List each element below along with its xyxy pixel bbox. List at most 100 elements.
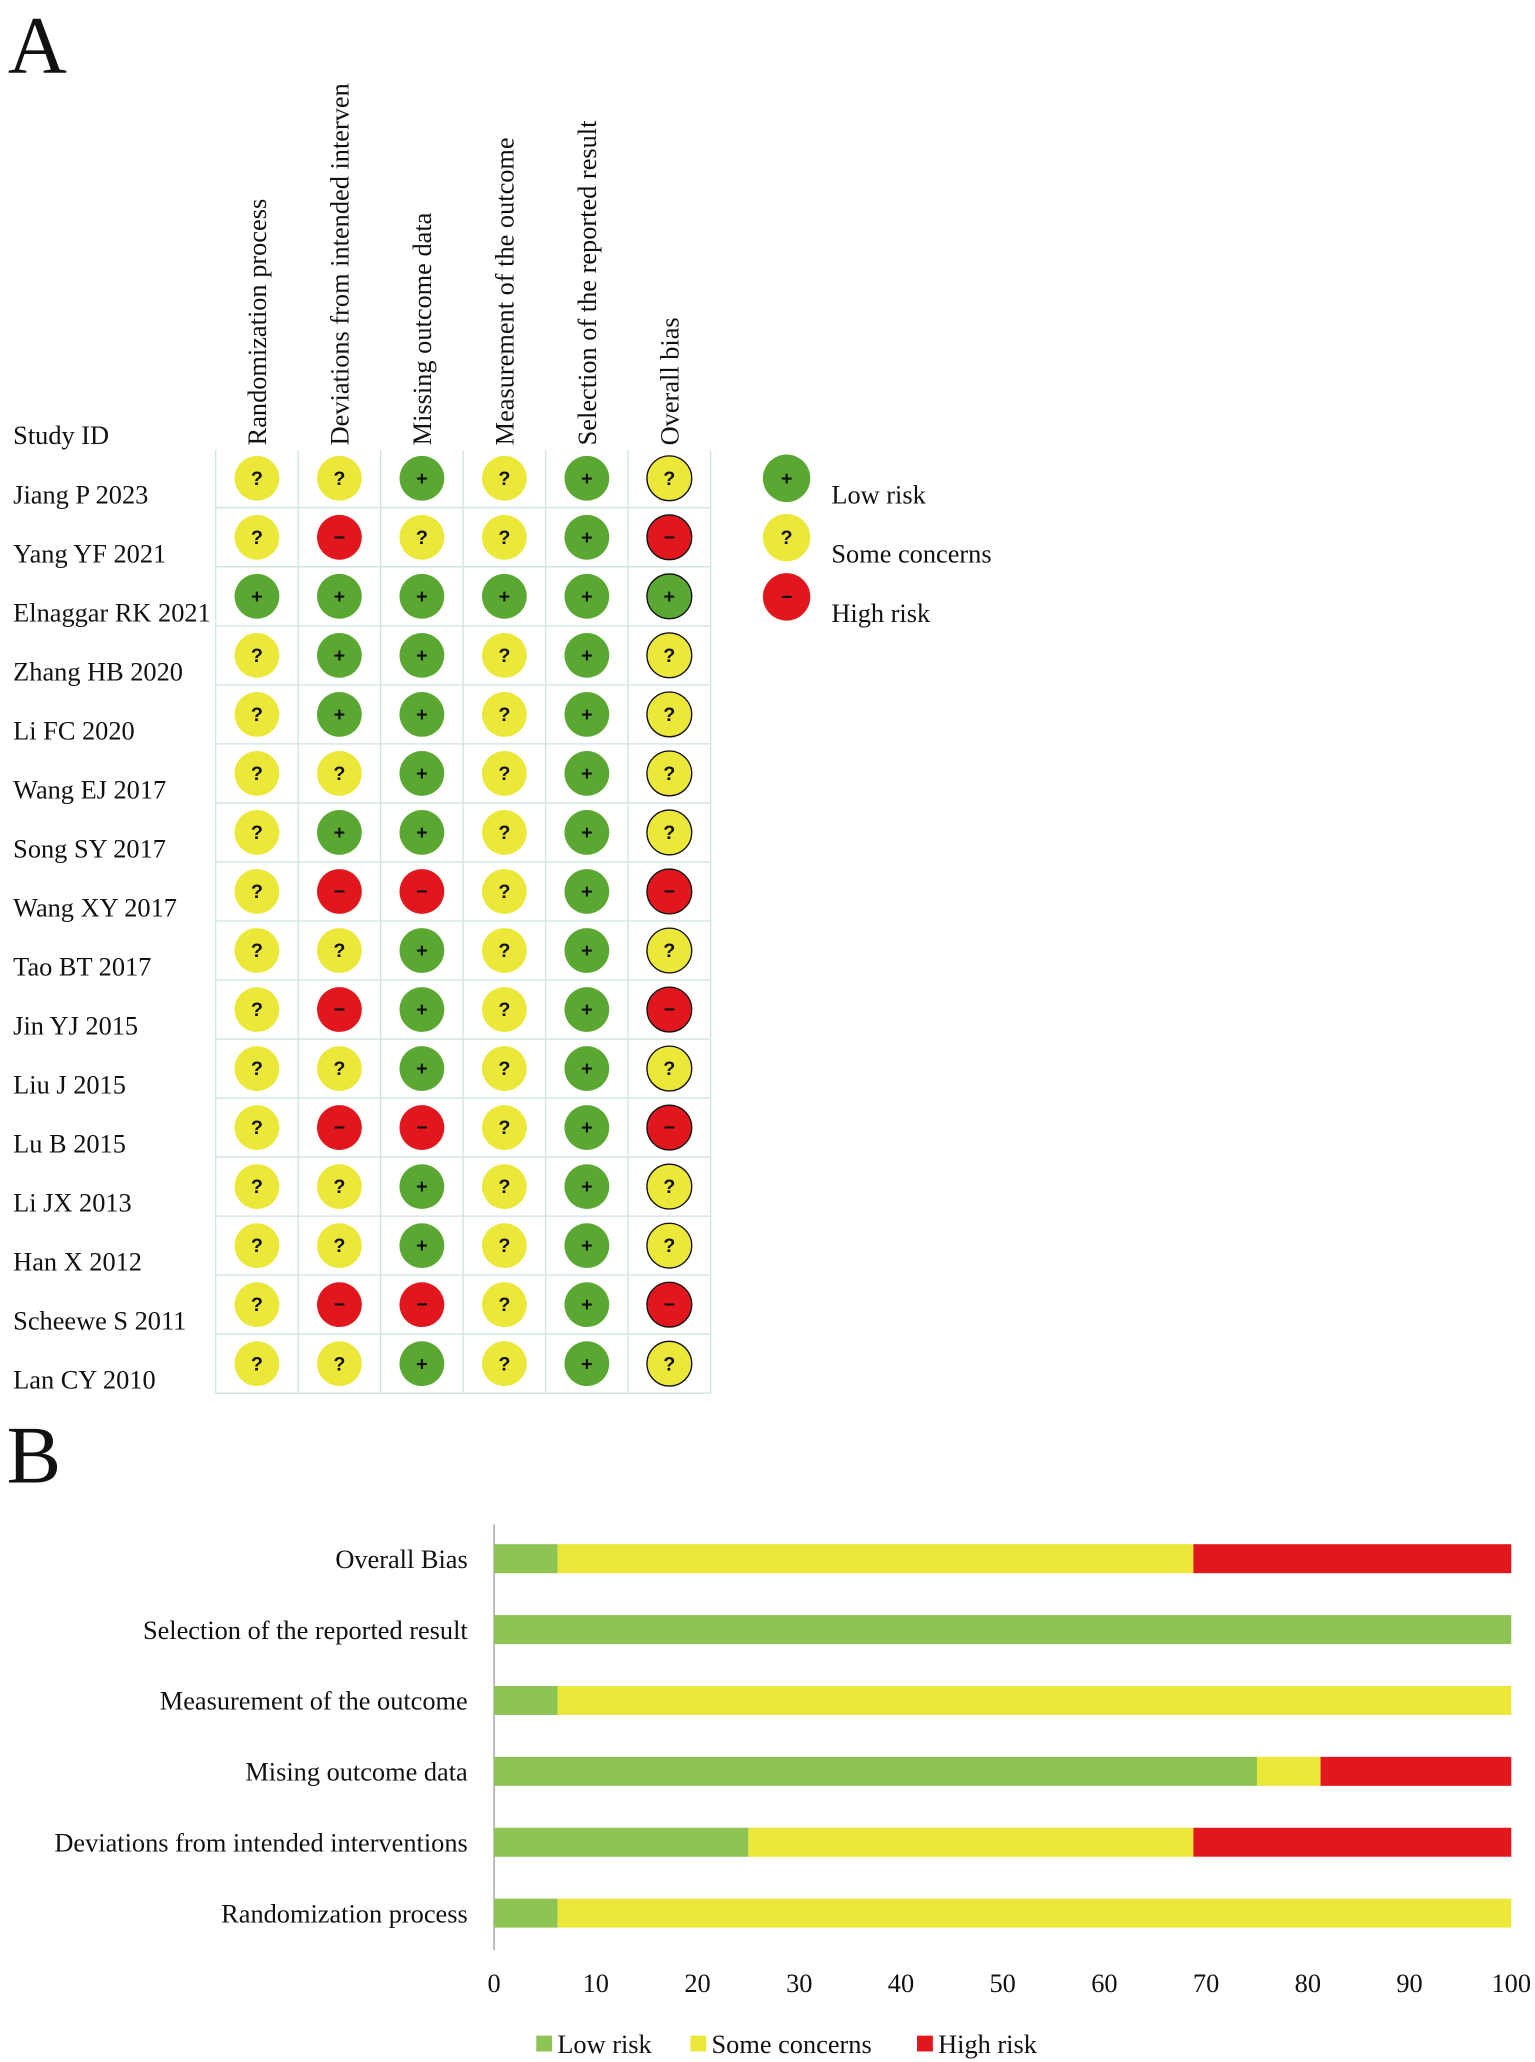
judgement-symbol: + bbox=[581, 645, 593, 667]
judgement-circle bbox=[481, 514, 527, 560]
judgement-circle bbox=[234, 928, 280, 973]
legend-circle bbox=[762, 573, 811, 621]
judgement-circle bbox=[317, 751, 362, 796]
judgement-symbol: + bbox=[499, 586, 511, 608]
judgement-symbol: + bbox=[334, 704, 346, 726]
judgement-symbol: + bbox=[581, 881, 593, 903]
judgement-circle bbox=[317, 1223, 362, 1269]
judgement-symbol: + bbox=[416, 1353, 428, 1375]
judgement-circle bbox=[646, 691, 693, 738]
judgement-symbol: + bbox=[334, 586, 346, 608]
judgement-circle bbox=[481, 1105, 527, 1150]
x-tick-label: 90 bbox=[1396, 1969, 1422, 1998]
judgement-circle bbox=[646, 1281, 693, 1328]
judgement-symbol: ? bbox=[251, 1058, 263, 1080]
judgement-symbol: ? bbox=[251, 940, 263, 962]
judgement-symbol: ? bbox=[498, 468, 510, 490]
judgement-symbol: + bbox=[334, 645, 346, 667]
judgement-circle bbox=[399, 455, 445, 501]
judgement-symbol: ? bbox=[333, 763, 345, 785]
study-name: Jin YJ 2015 bbox=[13, 1012, 138, 1041]
judgement-circle bbox=[234, 455, 280, 501]
judgement-circle bbox=[481, 810, 527, 855]
judgement-circle bbox=[564, 1223, 610, 1269]
judgement-circle bbox=[646, 632, 693, 679]
judgement-circle bbox=[234, 751, 280, 796]
judgement-circle bbox=[564, 1282, 610, 1328]
judgement-symbol: − bbox=[664, 1294, 676, 1316]
judgement-symbol: ? bbox=[251, 999, 263, 1021]
header: Study ID bbox=[13, 421, 109, 450]
study-name: Scheewe S 2011 bbox=[13, 1307, 186, 1336]
bar-segment bbox=[494, 1544, 558, 1574]
judgement-symbol: + bbox=[581, 527, 593, 549]
judgement-circle bbox=[481, 455, 527, 501]
judgement-symbol: ? bbox=[663, 1058, 675, 1080]
judgement-circle bbox=[234, 869, 280, 914]
judgement-symbol: ? bbox=[663, 468, 675, 490]
y-tick-label: Randomization process bbox=[221, 1899, 468, 1928]
judgement-circle bbox=[646, 573, 693, 620]
judgement-circle bbox=[234, 987, 280, 1032]
judgement-circle bbox=[234, 632, 280, 678]
legend-circle bbox=[762, 454, 811, 502]
bar-segment bbox=[1193, 1544, 1512, 1574]
judgement-symbol: + bbox=[416, 1235, 428, 1257]
judgement-symbol: ? bbox=[663, 704, 675, 726]
legend-symbol: ? bbox=[781, 527, 793, 549]
judgement-circle bbox=[564, 632, 610, 678]
judgement-symbol: ? bbox=[498, 1235, 510, 1257]
legend-label: Some concerns bbox=[712, 2030, 872, 2059]
judgement-symbol: ? bbox=[333, 1235, 345, 1257]
judgement-circle bbox=[481, 987, 527, 1032]
bar-segment bbox=[494, 1827, 749, 1857]
study-name: Yang YF 2021 bbox=[13, 539, 166, 568]
judgement-circle bbox=[564, 1105, 610, 1150]
legend-symbol: + bbox=[781, 468, 793, 490]
x-tick-label: 10 bbox=[583, 1969, 609, 1998]
domain-header: Deviations from intended interven bbox=[326, 83, 355, 445]
judgement-circle bbox=[317, 1341, 362, 1387]
judgement-circle bbox=[564, 1341, 610, 1387]
legend-swatch bbox=[917, 2035, 933, 2052]
legend-label: Low risk bbox=[557, 2030, 652, 2059]
judgement-symbol: ? bbox=[251, 1294, 263, 1316]
judgement-circle bbox=[481, 751, 527, 796]
legend-label: Some concerns bbox=[831, 540, 991, 569]
judgement-symbol: ? bbox=[663, 940, 675, 962]
judgement-circle bbox=[646, 514, 693, 561]
judgement-symbol: − bbox=[664, 881, 676, 903]
study-name: Li FC 2020 bbox=[13, 716, 135, 745]
judgement-circle bbox=[399, 1164, 445, 1210]
judgement-symbol: + bbox=[416, 586, 428, 608]
legend-circle bbox=[762, 513, 811, 562]
x-tick-label: 70 bbox=[1193, 1969, 1219, 1998]
judgement-circle bbox=[317, 1046, 362, 1091]
judgement-symbol: + bbox=[581, 1117, 593, 1139]
judgement-symbol: ? bbox=[498, 999, 510, 1021]
judgement-symbol: ? bbox=[663, 822, 675, 844]
judgement-symbol: + bbox=[581, 586, 593, 608]
x-tick-label: 80 bbox=[1295, 1969, 1321, 1998]
judgement-symbol: ? bbox=[251, 468, 263, 490]
judgement-circle bbox=[564, 751, 610, 796]
judgement-circle bbox=[399, 751, 445, 796]
judgement-circle bbox=[317, 1105, 362, 1150]
judgement-circle bbox=[317, 691, 362, 737]
domain-header: Overall bias bbox=[656, 317, 685, 445]
judgement-circle bbox=[564, 810, 610, 855]
bar-segment bbox=[494, 1615, 1512, 1645]
judgement-circle bbox=[234, 1282, 280, 1328]
judgement-symbol: ? bbox=[498, 1294, 510, 1316]
judgement-circle bbox=[234, 1164, 280, 1210]
judgement-symbol: + bbox=[581, 1176, 593, 1198]
judgement-symbol: + bbox=[251, 586, 263, 608]
panel-label: A bbox=[8, 0, 67, 90]
judgement-symbol: + bbox=[581, 1353, 593, 1375]
judgement-symbol: ? bbox=[251, 881, 263, 903]
judgement-circle bbox=[317, 987, 362, 1032]
judgement-circle bbox=[564, 928, 610, 973]
judgement-symbol: ? bbox=[663, 763, 675, 785]
judgement-circle bbox=[646, 986, 693, 1033]
